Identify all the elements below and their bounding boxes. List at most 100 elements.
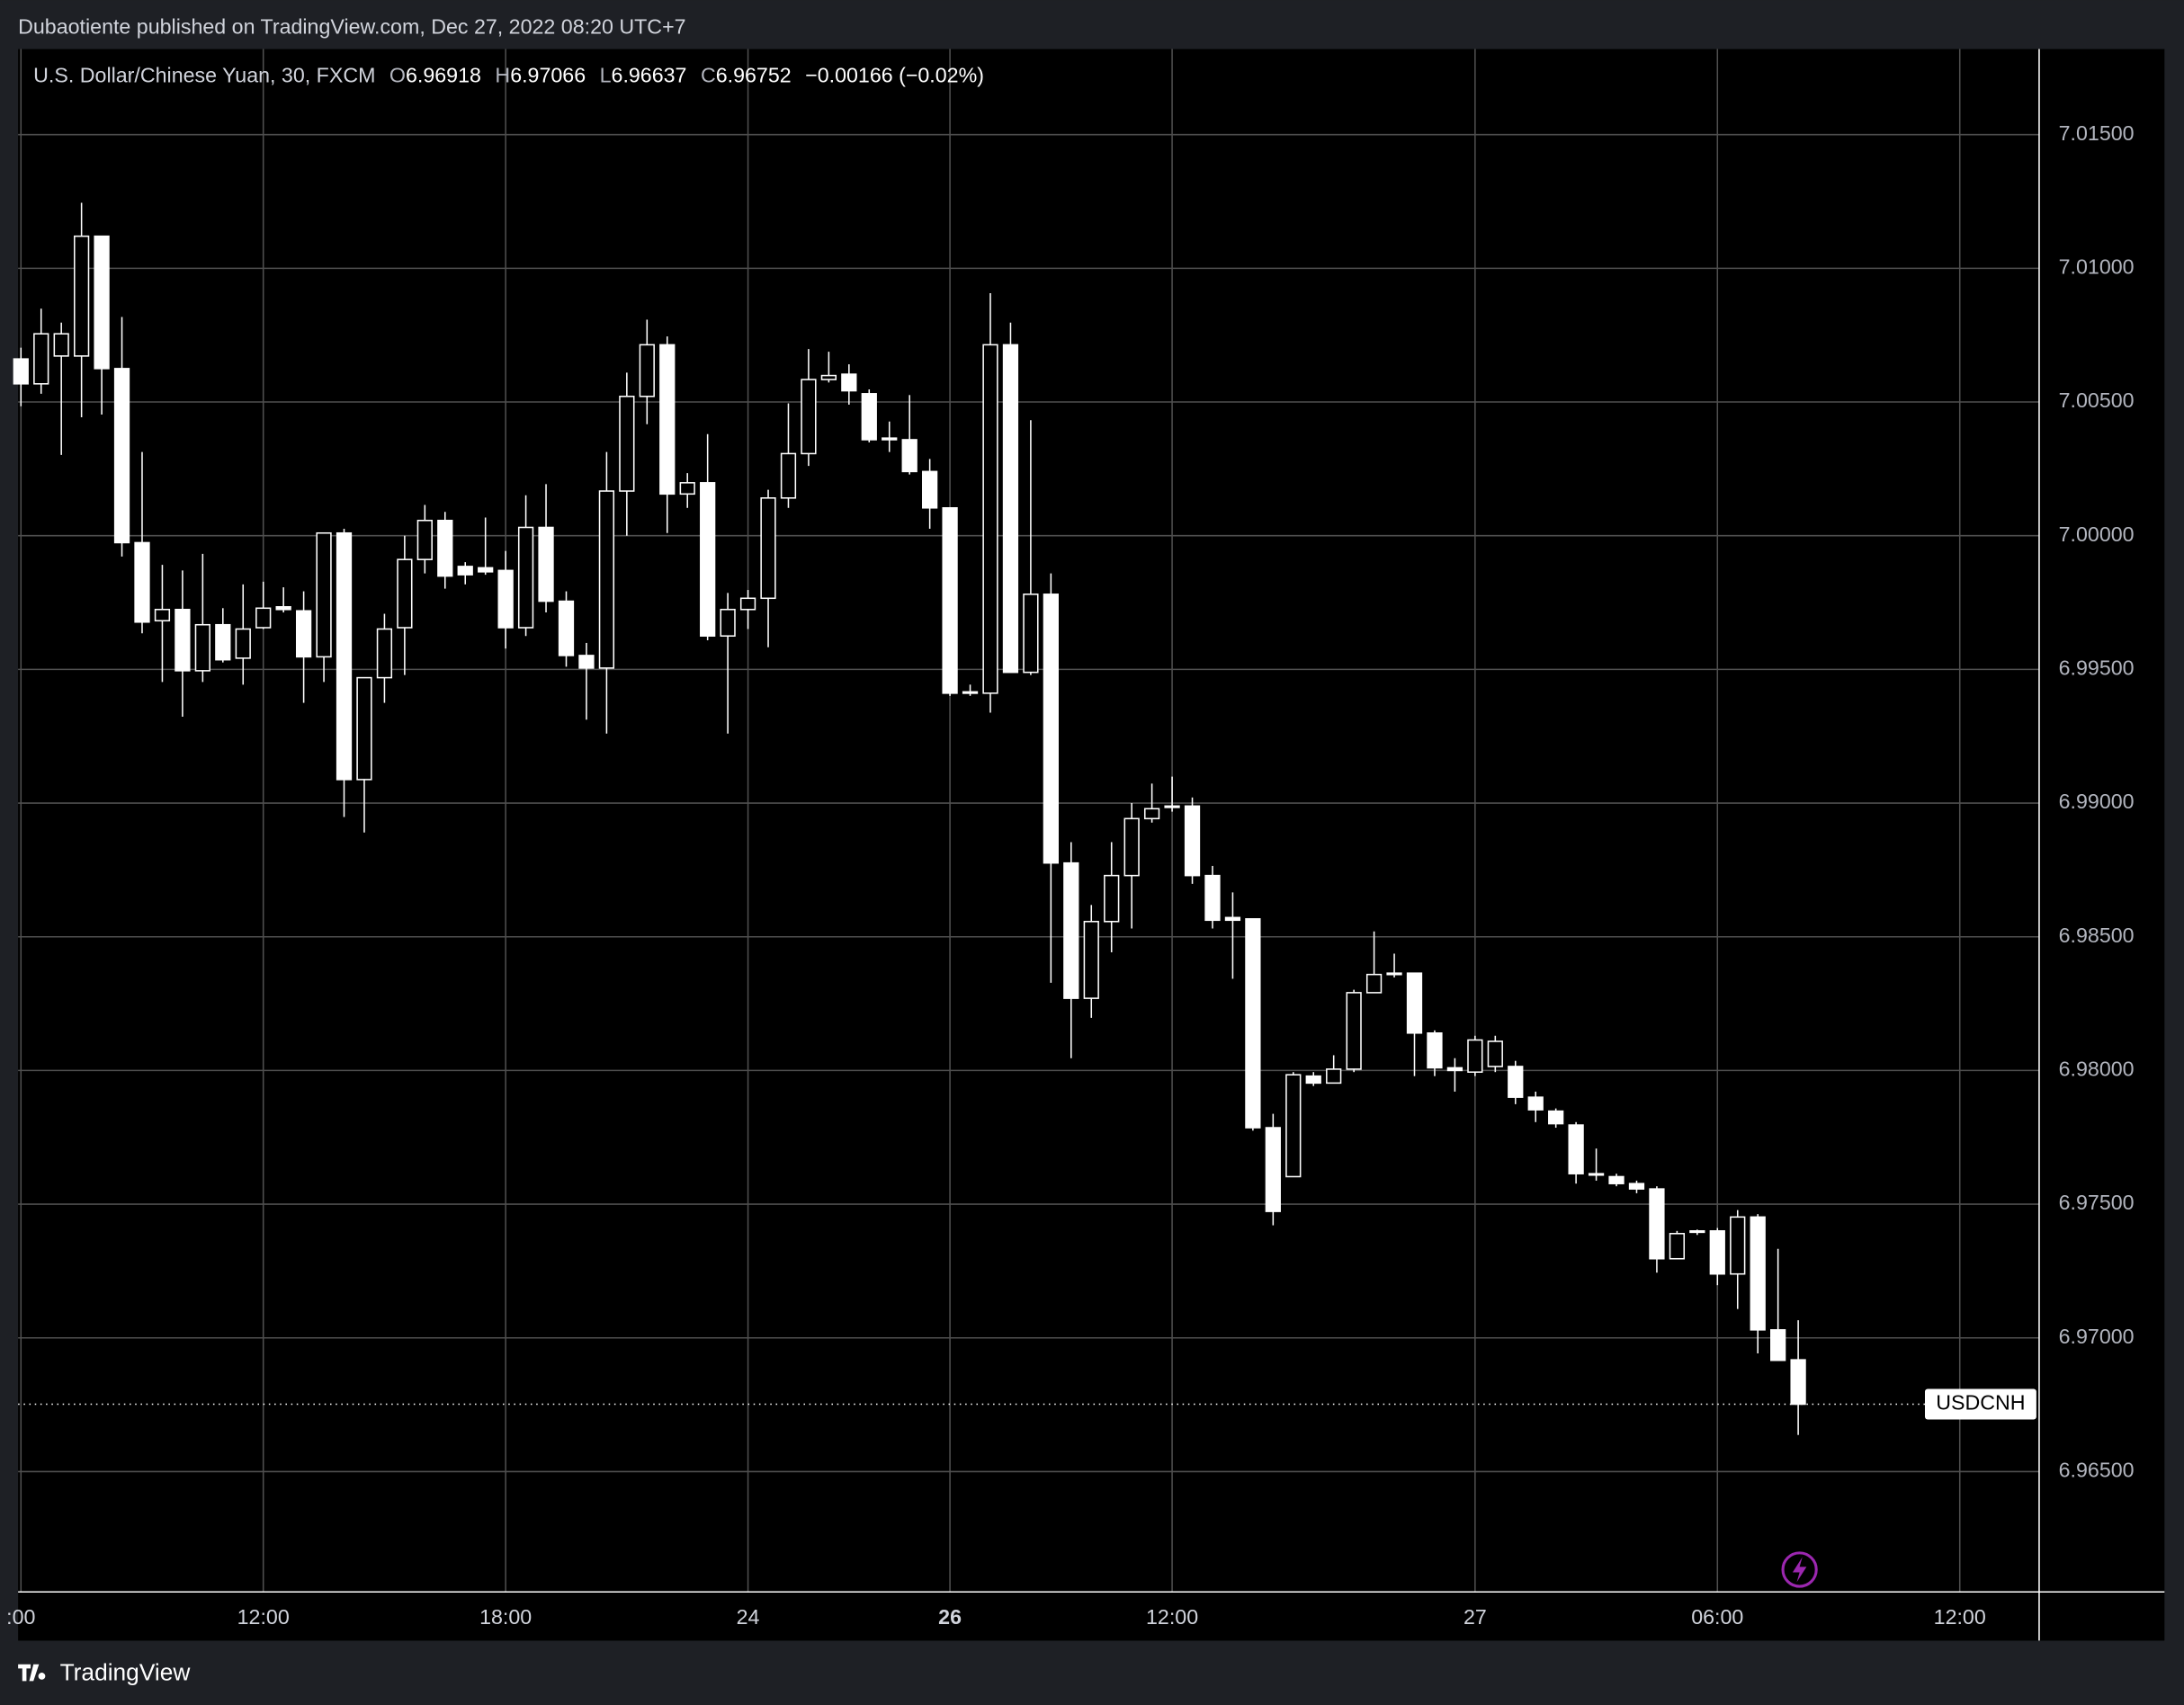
- candle-body: [94, 235, 110, 370]
- x-tick-label: 27: [1463, 1605, 1487, 1629]
- candle-body: [558, 600, 575, 656]
- candle-body: [134, 541, 150, 623]
- candle-body: [397, 558, 413, 629]
- candle-body: [1305, 1075, 1321, 1085]
- candle-body: [578, 655, 595, 669]
- legend: U.S. Dollar/Chinese Yuan, 30, FXCM O6.969…: [33, 64, 984, 87]
- candle-body: [1386, 972, 1402, 976]
- candle-body: [1063, 861, 1079, 999]
- candle-body: [1487, 1040, 1503, 1067]
- y-tick-label: 7.00000: [2059, 522, 2135, 546]
- x-tick-label: 12:00: [237, 1605, 290, 1629]
- candle-body: [739, 597, 756, 611]
- plot-background: [18, 49, 2165, 1641]
- candle-body: [780, 452, 797, 499]
- lightning-bolt: [1792, 1557, 1807, 1583]
- price-tag: [1924, 1388, 2036, 1420]
- candle-body: [316, 531, 332, 658]
- candle-body: [1143, 808, 1160, 820]
- candle-body: [275, 606, 291, 611]
- candle-body: [1427, 1032, 1443, 1069]
- y-tick-label: 7.01500: [2059, 121, 2135, 145]
- candle-body: [235, 628, 251, 659]
- y-tick-label: 6.97500: [2059, 1191, 2135, 1214]
- legend-field-label: C: [701, 64, 716, 87]
- candle-body: [215, 623, 231, 661]
- candle-body: [1689, 1230, 1705, 1234]
- candle-body: [942, 507, 958, 694]
- candle-body: [861, 393, 877, 441]
- candle-body: [538, 526, 554, 603]
- y-tick-label: 7.01000: [2059, 255, 2135, 279]
- candle-body: [700, 482, 716, 637]
- candle-body: [801, 379, 817, 455]
- candle-body: [659, 344, 676, 495]
- candle-body: [457, 566, 473, 576]
- y-tick-label: 6.98500: [2059, 924, 2135, 947]
- candle-body: [598, 490, 615, 669]
- candle-body: [1709, 1230, 1725, 1275]
- candle-body: [820, 374, 837, 380]
- candle-body: [478, 567, 494, 573]
- grid: [18, 49, 2039, 1593]
- legend-field-label: L: [600, 64, 612, 87]
- legend-change: −0.00166 (−0.02%): [805, 64, 984, 87]
- candle-body: [194, 623, 210, 672]
- candle-body: [1104, 874, 1120, 923]
- axes: 6.96500 6.97000 6.97500 6.98000 6.98500 6.990…: [6, 49, 2165, 1641]
- candle-body: [1508, 1066, 1524, 1098]
- candle-body: [1527, 1096, 1544, 1111]
- candle-body: [517, 526, 534, 629]
- y-tick-label: 6.97000: [2059, 1325, 2135, 1348]
- candle-body: [1467, 1039, 1483, 1073]
- y-tick-label: 7.00500: [2059, 388, 2135, 412]
- candle-body: [639, 344, 655, 397]
- candle-body: [1002, 344, 1019, 674]
- legend-field-value: 6.96918: [406, 64, 481, 87]
- price-tag-label: USDCNH: [1936, 1391, 2025, 1415]
- candle-body: [962, 691, 979, 694]
- candle-body: [1669, 1233, 1686, 1260]
- candle-body: [1608, 1175, 1625, 1184]
- candle-body: [1770, 1329, 1786, 1361]
- candle-body: [73, 235, 90, 357]
- candle-body: [356, 676, 372, 781]
- candle-body: [175, 609, 191, 672]
- candle-body: [841, 373, 857, 392]
- candle-body: [376, 628, 393, 679]
- x-tick-label: :00: [6, 1605, 35, 1629]
- candle-body: [1730, 1216, 1746, 1275]
- candles: USDCNH: [13, 202, 2036, 1435]
- candle-body: [1568, 1124, 1584, 1174]
- candle-body: [336, 531, 353, 781]
- candle-body: [1346, 992, 1362, 1070]
- candle-body: [1790, 1359, 1806, 1406]
- page-title: Dubaotiente published on TradingView.com…: [18, 14, 685, 38]
- candle-body: [679, 482, 695, 495]
- candle-body: [1265, 1127, 1281, 1212]
- candle-body: [416, 519, 433, 560]
- candle-body: [760, 497, 776, 600]
- candle-body: [33, 333, 49, 385]
- legend-field-label: H: [495, 64, 510, 87]
- candle-body: [1649, 1188, 1665, 1260]
- brand-name: TradingView: [60, 1659, 192, 1686]
- x-tick-label: 24: [737, 1605, 760, 1629]
- candle-body: [922, 470, 938, 509]
- candle-body: [1023, 594, 1039, 674]
- candle-body: [1365, 973, 1383, 994]
- x-tick-label: 12:00: [1146, 1605, 1198, 1629]
- candle-body: [1326, 1068, 1342, 1085]
- lightning-icon[interactable]: [1781, 1551, 1818, 1588]
- candle-body: [154, 609, 171, 622]
- candle-body: [1406, 972, 1423, 1034]
- candle-body: [619, 396, 635, 492]
- candle-body: [901, 439, 917, 473]
- x-tick-label: 26: [938, 1605, 962, 1629]
- candle-body: [720, 609, 736, 637]
- candle-body: [1285, 1074, 1302, 1178]
- x-tick-label: 12:00: [1934, 1605, 1986, 1629]
- candle-body: [1224, 916, 1241, 922]
